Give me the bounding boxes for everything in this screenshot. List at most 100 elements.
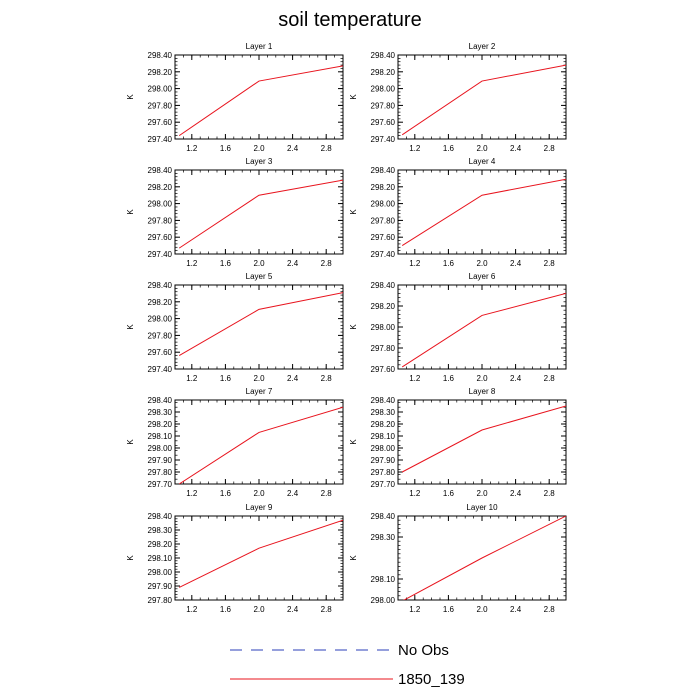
y-tick-label: 298.00 <box>371 323 396 332</box>
y-tick-label: 298.40 <box>371 512 396 521</box>
y-tick-label: 297.40 <box>148 365 173 374</box>
x-tick-label: 2.8 <box>321 374 333 383</box>
x-tick-label: 1.2 <box>409 489 421 498</box>
series-line-1850-139 <box>178 406 343 484</box>
y-tick-label: 297.60 <box>371 233 396 242</box>
x-tick-label: 1.2 <box>186 605 198 614</box>
panel-title: Layer 6 <box>469 272 496 281</box>
y-tick-label: 297.80 <box>371 101 396 110</box>
panel-10: Layer 10 1.2 1.6 2.0 2.4 2.8 298.00 298.10 298.3… <box>349 503 567 614</box>
y-tick-label: 298.00 <box>148 444 173 453</box>
y-tick-label: 298.20 <box>371 302 396 311</box>
x-tick-label: 2.0 <box>253 259 265 268</box>
y-tick-label: 298.20 <box>148 298 173 307</box>
y-tick-label: 297.80 <box>371 216 396 225</box>
y-tick-label: 297.60 <box>371 118 396 127</box>
y-tick-label: 298.00 <box>371 200 396 209</box>
x-tick-label: 2.0 <box>476 144 488 153</box>
series-line-1850-139 <box>401 405 566 473</box>
panel-2: Layer 2 1.2 1.6 2.0 2.4 2.8 297.40 297.60 297.80… <box>349 42 567 153</box>
x-tick-label: 1.2 <box>409 259 421 268</box>
y-tick-label: 298.40 <box>371 51 396 60</box>
panel-title: Layer 1 <box>246 42 273 51</box>
y-tick-label: 297.40 <box>148 135 173 144</box>
y-tick-label: 298.20 <box>148 420 173 429</box>
y-tick-label: 298.40 <box>148 512 173 521</box>
y-tick-label: 298.40 <box>148 396 173 405</box>
series-line-1850-139 <box>401 64 566 136</box>
y-tick-label: 298.00 <box>371 85 396 94</box>
y-tick-label: 297.40 <box>148 250 173 259</box>
y-tick-label: 298.40 <box>148 166 173 175</box>
x-tick-label: 2.0 <box>253 144 265 153</box>
y-tick-label: 297.40 <box>371 135 396 144</box>
y-tick-label: 298.10 <box>371 432 396 441</box>
y-tick-label: 298.00 <box>371 444 396 453</box>
x-tick-label: 1.2 <box>409 144 421 153</box>
x-tick-label: 1.6 <box>220 374 232 383</box>
panel-title: Layer 7 <box>246 387 273 396</box>
x-tick-label: 1.6 <box>220 144 232 153</box>
x-tick-label: 2.8 <box>321 259 333 268</box>
panel-title: Layer 2 <box>469 42 496 51</box>
figure-title: soil temperature <box>278 9 421 31</box>
y-tick-label: 297.90 <box>371 456 396 465</box>
y-tick-label: 298.10 <box>371 575 396 584</box>
panel-1: Layer 1 1.2 1.6 2.0 2.4 2.8 297.40 297.60 297.80… <box>126 42 344 153</box>
y-axis-label: K <box>349 209 358 215</box>
x-tick-label: 2.0 <box>476 605 488 614</box>
series-line-1850-139 <box>178 179 343 249</box>
y-tick-label: 298.00 <box>148 200 173 209</box>
x-tick-label: 2.4 <box>510 489 522 498</box>
panel-7: Layer 7 1.2 1.6 2.0 2.4 2.8 297.70 297.80 297.90… <box>126 387 344 498</box>
y-tick-label: 297.80 <box>148 468 173 477</box>
y-tick-label: 298.40 <box>148 51 173 60</box>
y-tick-label: 298.40 <box>148 281 173 290</box>
x-tick-label: 1.6 <box>220 605 232 614</box>
legend-label-1850-139: 1850_139 <box>398 671 465 688</box>
y-tick-label: 297.70 <box>371 480 396 489</box>
y-axis-label: K <box>126 324 135 330</box>
x-tick-label: 2.8 <box>544 259 556 268</box>
series-line-1850-139 <box>178 519 343 588</box>
series-line-1850-139 <box>403 516 566 600</box>
y-tick-label: 297.90 <box>148 456 173 465</box>
y-tick-label: 297.80 <box>148 216 173 225</box>
y-axis-label: K <box>126 439 135 445</box>
y-tick-label: 298.00 <box>148 85 173 94</box>
series-line-1850-139 <box>401 178 566 247</box>
series-line-1850-139 <box>178 65 343 137</box>
x-tick-label: 2.8 <box>544 605 556 614</box>
x-tick-label: 1.6 <box>220 489 232 498</box>
y-axis-label: K <box>126 555 135 561</box>
x-tick-label: 1.6 <box>443 259 455 268</box>
x-tick-label: 1.6 <box>443 144 455 153</box>
y-tick-label: 298.00 <box>148 315 173 324</box>
y-tick-label: 298.20 <box>371 68 396 77</box>
x-tick-label: 2.4 <box>287 259 299 268</box>
x-tick-label: 2.0 <box>253 489 265 498</box>
y-tick-label: 297.80 <box>148 596 173 605</box>
x-tick-label: 1.2 <box>186 259 198 268</box>
panel-9: Layer 9 1.2 1.6 2.0 2.4 2.8 297.80 297.90 298.00… <box>126 503 344 614</box>
panel-title: Layer 5 <box>246 272 273 281</box>
x-tick-label: 1.6 <box>220 259 232 268</box>
y-tick-label: 297.60 <box>148 118 173 127</box>
y-tick-label: 297.80 <box>148 331 173 340</box>
y-tick-label: 298.20 <box>148 540 173 549</box>
y-axis-label: K <box>126 209 135 215</box>
x-tick-label: 2.4 <box>510 259 522 268</box>
x-tick-label: 2.8 <box>321 144 333 153</box>
x-tick-label: 2.4 <box>510 144 522 153</box>
panel-6: Layer 6 1.2 1.6 2.0 2.4 2.8 297.60 297.80 298.00… <box>349 272 567 383</box>
y-tick-label: 298.10 <box>148 554 173 563</box>
y-axis-label: K <box>349 324 358 330</box>
x-tick-label: 2.4 <box>287 605 299 614</box>
y-tick-label: 298.20 <box>371 420 396 429</box>
panel-4: Layer 4 1.2 1.6 2.0 2.4 2.8 297.40 297.60 297.80… <box>349 157 567 268</box>
x-tick-label: 2.8 <box>544 374 556 383</box>
y-tick-label: 297.80 <box>371 344 396 353</box>
y-tick-label: 297.60 <box>371 365 396 374</box>
y-tick-label: 297.80 <box>371 468 396 477</box>
